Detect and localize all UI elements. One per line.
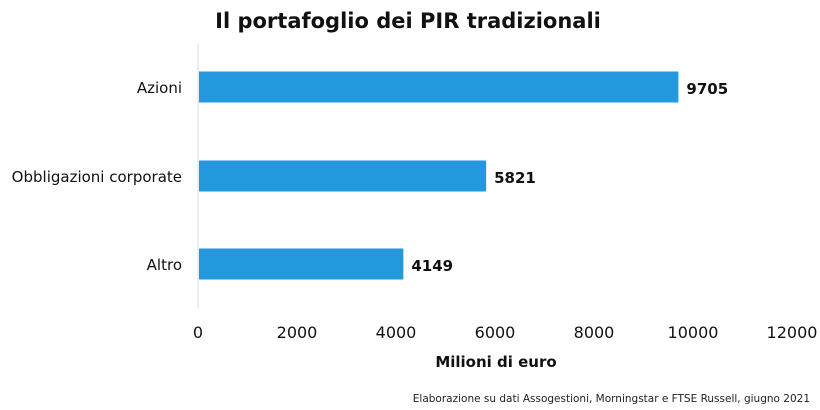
x-tick-labels: 0 2000 4000 6000 8000 10000 12000 (193, 323, 818, 342)
bar (199, 71, 679, 103)
x-tick-label: 12000 (767, 323, 818, 342)
bars (199, 71, 679, 280)
category-label: Azioni (137, 79, 182, 97)
bar (199, 248, 404, 280)
x-tick-label: 8000 (574, 323, 615, 342)
source-note: Elaborazione su dati Assogestioni, Morni… (413, 393, 810, 405)
data-label: 4149 (411, 257, 453, 275)
x-tick-label: 4000 (376, 323, 417, 342)
category-labels: Azioni Obbligazioni corporate Altro (12, 79, 182, 274)
x-tick-label: 0 (193, 323, 203, 342)
category-label: Obbligazioni corporate (12, 168, 182, 186)
category-label: Altro (147, 256, 182, 274)
x-tick-label: 2000 (277, 323, 318, 342)
value-labels: 9705 5821 4149 (411, 80, 728, 275)
x-tick-label: 6000 (475, 323, 516, 342)
x-axis-title: Milioni di euro (435, 353, 556, 371)
data-label: 5821 (494, 169, 536, 187)
x-tick-label: 10000 (668, 323, 719, 342)
bar (199, 160, 487, 192)
data-label: 9705 (686, 80, 728, 98)
chart-title: Il portafoglio dei PIR tradizionali (215, 9, 601, 33)
